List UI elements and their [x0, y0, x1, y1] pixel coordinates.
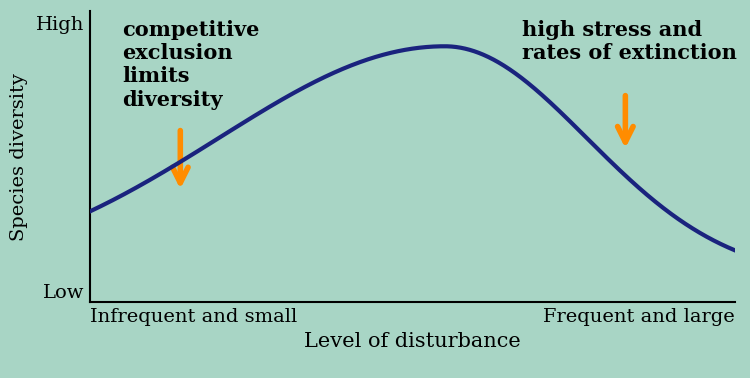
- Y-axis label: Species diversity: Species diversity: [10, 73, 28, 241]
- Text: competitive
exclusion
limits
diversity: competitive exclusion limits diversity: [122, 20, 260, 110]
- Text: high stress and
rates of extinction: high stress and rates of extinction: [522, 20, 737, 63]
- X-axis label: Level of disturbance: Level of disturbance: [304, 332, 520, 350]
